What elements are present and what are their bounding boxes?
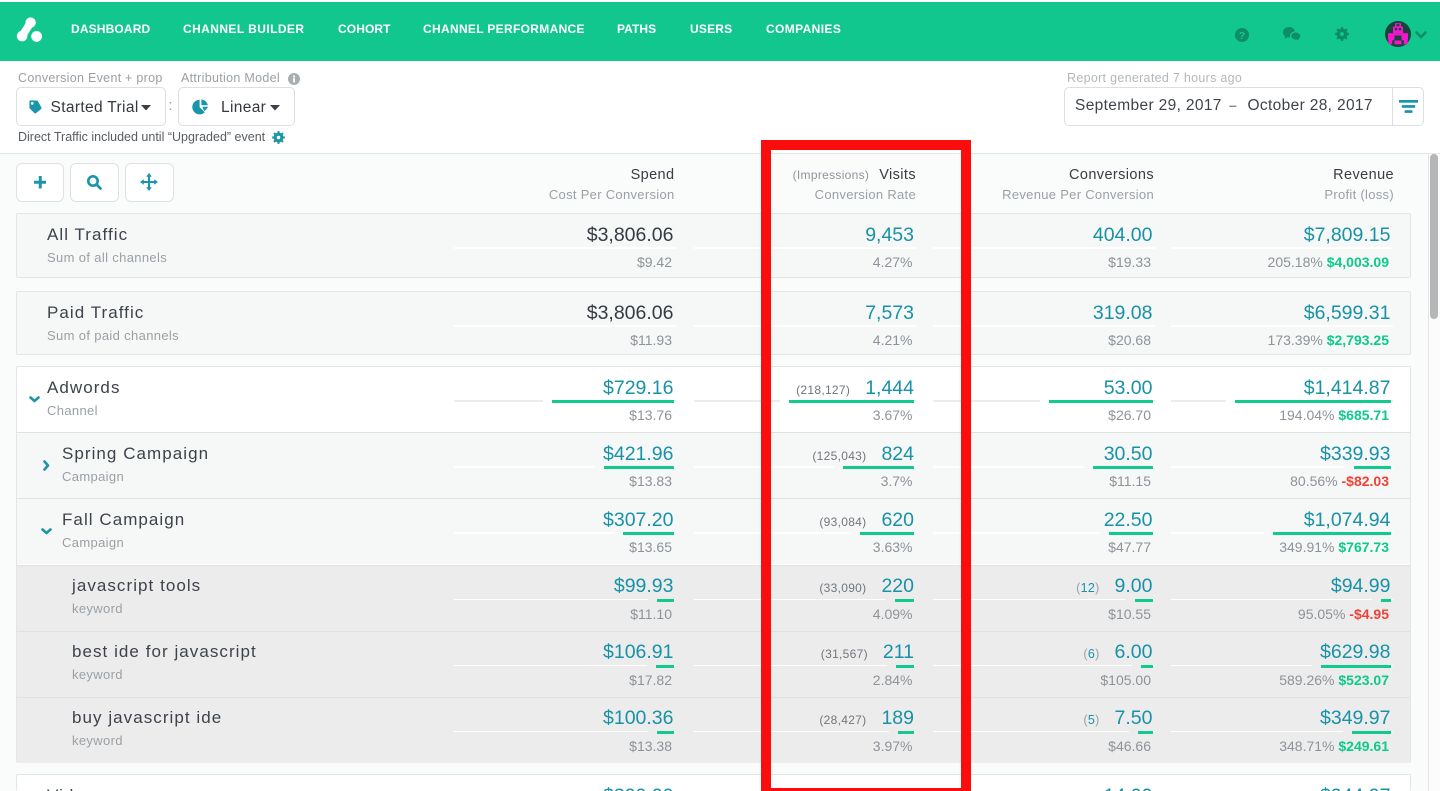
svg-text:?: ? [1239,29,1245,41]
